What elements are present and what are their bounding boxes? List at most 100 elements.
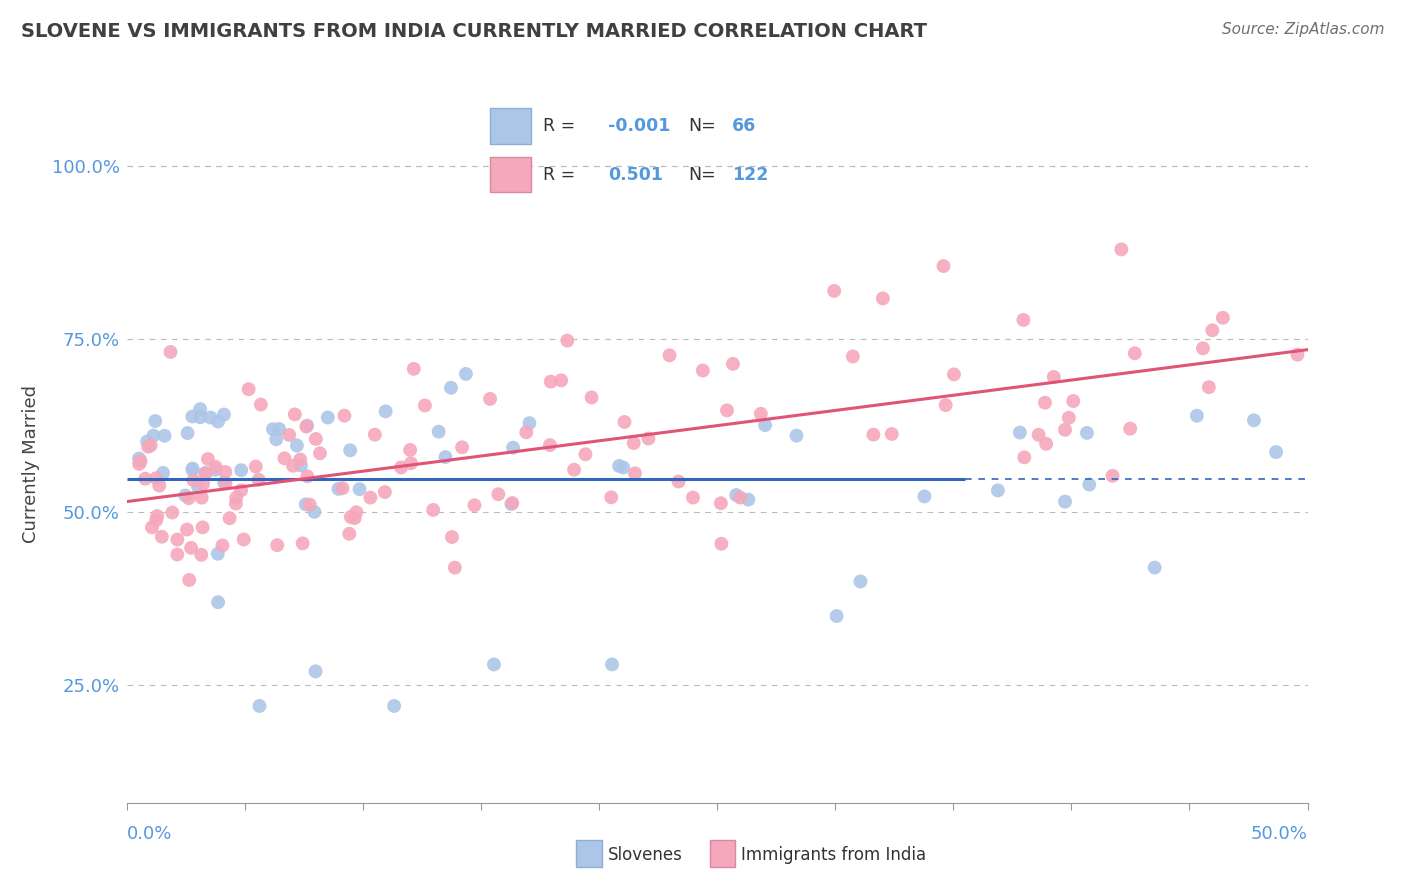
Point: [129, 454, 152, 468]
Point: [725, 488, 748, 502]
Point: [200, 410, 222, 425]
Point: [359, 491, 381, 505]
Point: [128, 457, 150, 471]
Point: [374, 485, 396, 500]
Point: [479, 392, 502, 406]
Point: [190, 548, 212, 562]
Point: [295, 418, 318, 433]
Point: [912, 490, 935, 504]
Point: [304, 505, 326, 519]
Point: [278, 428, 301, 442]
Point: [247, 473, 270, 487]
Point: [159, 345, 181, 359]
Point: [1078, 477, 1101, 491]
Point: [212, 408, 235, 422]
Point: [266, 538, 288, 552]
Point: [349, 482, 371, 496]
Point: [607, 458, 630, 473]
Point: [176, 523, 198, 537]
Point: [1192, 341, 1215, 355]
Point: [141, 520, 163, 534]
Point: [194, 467, 217, 481]
Point: [1053, 423, 1076, 437]
Point: [1042, 370, 1064, 384]
Point: [262, 422, 284, 436]
Point: [231, 483, 253, 498]
Point: [482, 657, 505, 672]
Point: [284, 408, 307, 422]
Point: [134, 472, 156, 486]
Point: [204, 459, 226, 474]
Point: [328, 482, 350, 496]
Point: [1008, 425, 1031, 440]
Text: N=: N=: [689, 166, 716, 184]
Point: [344, 505, 367, 519]
Text: 50.0%: 50.0%: [1251, 825, 1308, 843]
Point: [190, 491, 212, 505]
Point: [413, 399, 436, 413]
Point: [399, 442, 422, 457]
Point: [166, 548, 188, 562]
Point: [364, 427, 387, 442]
Point: [207, 595, 229, 609]
Point: [337, 526, 360, 541]
Point: [1057, 410, 1080, 425]
Point: [637, 432, 659, 446]
Point: [721, 357, 744, 371]
Point: [333, 409, 356, 423]
Point: [177, 491, 200, 505]
Point: [139, 438, 162, 452]
Point: [710, 537, 733, 551]
Point: [737, 492, 759, 507]
Point: [710, 496, 733, 510]
Point: [754, 418, 776, 433]
Point: [339, 510, 361, 524]
Point: [942, 368, 965, 382]
Point: [600, 657, 623, 672]
FancyBboxPatch shape: [491, 109, 530, 145]
Point: [249, 698, 271, 713]
Text: Slovenes: Slovenes: [607, 846, 682, 863]
Point: [238, 382, 260, 396]
Point: [574, 447, 596, 461]
Point: [550, 373, 572, 387]
Point: [454, 367, 477, 381]
Point: [183, 473, 205, 487]
Point: [188, 402, 211, 417]
Point: [191, 520, 214, 534]
Point: [668, 475, 690, 489]
Point: [1119, 422, 1142, 436]
Point: [194, 466, 217, 480]
Point: [148, 478, 170, 492]
Point: [682, 491, 704, 505]
Point: [309, 446, 332, 460]
Point: [581, 391, 603, 405]
Point: [197, 452, 219, 467]
Point: [297, 469, 319, 483]
Point: [451, 440, 474, 454]
Point: [612, 460, 634, 475]
Point: [231, 463, 253, 477]
Point: [1123, 346, 1146, 360]
Point: [463, 498, 485, 512]
Point: [181, 463, 204, 477]
Point: [519, 416, 541, 430]
Point: [716, 403, 738, 417]
Point: [728, 491, 751, 505]
Point: [343, 511, 366, 525]
Point: [374, 404, 396, 418]
Point: [1185, 409, 1208, 423]
Point: [613, 415, 636, 429]
Text: Immigrants from India: Immigrants from India: [741, 846, 927, 863]
Point: [443, 560, 465, 574]
Point: [538, 438, 561, 452]
Point: [658, 348, 681, 362]
Point: [298, 498, 321, 512]
Point: [285, 438, 308, 452]
Text: 0.501: 0.501: [607, 166, 664, 184]
Y-axis label: Currently Married: Currently Married: [22, 384, 41, 543]
Point: [245, 459, 267, 474]
Text: R =: R =: [543, 118, 575, 136]
Text: 66: 66: [731, 118, 756, 136]
Point: [207, 415, 229, 429]
